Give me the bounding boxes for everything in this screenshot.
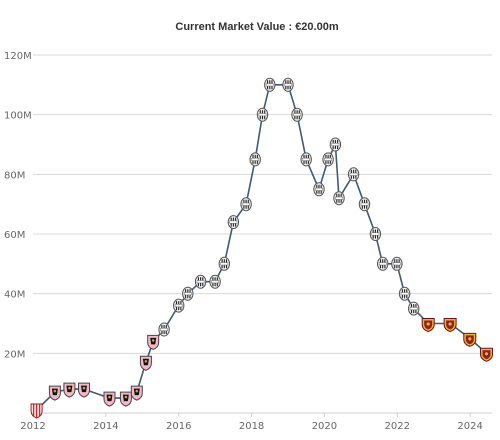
data-point[interactable]: [63, 382, 76, 398]
data-point[interactable]: [194, 274, 207, 289]
juventus-crest-icon: [322, 152, 334, 167]
data-point[interactable]: [300, 152, 312, 167]
data-point[interactable]: [30, 403, 43, 419]
juventus-crest-icon: [256, 107, 269, 122]
data-point[interactable]: [218, 256, 231, 271]
roma-crest-icon: [421, 318, 435, 333]
juventus-crest-icon: [209, 274, 221, 289]
juventus-crest-icon: [240, 197, 252, 212]
y-tick-label: 20M: [4, 349, 25, 360]
y-tick-label: 60M: [4, 230, 25, 241]
palermo-crest-icon: [78, 382, 90, 398]
juventus-crest-icon: [282, 77, 294, 92]
data-point[interactable]: [313, 182, 325, 197]
data-point[interactable]: [377, 256, 389, 271]
data-point[interactable]: [480, 347, 493, 362]
y-tick-label: 40M: [4, 290, 25, 301]
data-markers: [30, 77, 493, 419]
y-tick-label: 100M: [4, 111, 32, 122]
juventus-crest-icon: [182, 286, 194, 301]
juventus-crest-icon: [347, 167, 360, 182]
juventus-crest-icon: [333, 191, 345, 206]
palermo-crest-icon: [130, 385, 143, 401]
palermo-crest-icon: [147, 334, 160, 350]
data-point[interactable]: [264, 77, 276, 92]
juventus-crest-icon: [408, 301, 420, 316]
x-tick-label: 2022: [385, 421, 410, 432]
data-point[interactable]: [358, 197, 371, 212]
palermo-crest-icon: [48, 385, 61, 401]
data-point[interactable]: [78, 382, 90, 398]
data-point[interactable]: [249, 152, 261, 167]
juventus-crest-icon: [249, 152, 261, 167]
data-point[interactable]: [333, 191, 345, 206]
data-point[interactable]: [463, 332, 477, 347]
data-point[interactable]: [227, 215, 240, 230]
data-point[interactable]: [139, 355, 152, 371]
roma-crest-icon: [463, 332, 477, 347]
data-point[interactable]: [408, 301, 420, 316]
juventus-crest-icon: [218, 256, 231, 271]
palermo-crest-icon: [119, 391, 132, 407]
data-point[interactable]: [172, 298, 185, 313]
juventus-crest-icon: [313, 182, 325, 197]
x-tick-label: 2014: [93, 421, 118, 432]
vicenza-crest-icon: [30, 403, 43, 419]
juventus-crest-icon: [391, 256, 403, 271]
data-point[interactable]: [347, 167, 360, 182]
juventus-crest-icon: [291, 107, 303, 122]
axes: 20M 40M 60M 80M 100M 120M 2012 2014 2016 2018 2020…: [4, 51, 492, 432]
roma-crest-icon: [443, 318, 457, 333]
data-point[interactable]: [329, 137, 342, 152]
data-point[interactable]: [130, 385, 143, 401]
juventus-crest-icon: [300, 152, 312, 167]
juventus-crest-icon: [329, 137, 342, 152]
juventus-crest-icon: [264, 77, 276, 92]
data-point[interactable]: [158, 322, 170, 337]
roma-crest-icon: [480, 347, 493, 362]
juventus-crest-icon: [358, 197, 371, 212]
data-point[interactable]: [322, 152, 334, 167]
x-tick-label: 2018: [239, 421, 264, 432]
data-point[interactable]: [443, 318, 457, 333]
y-tick-label: 80M: [4, 170, 25, 181]
data-point[interactable]: [282, 77, 294, 92]
data-point[interactable]: [369, 227, 382, 241]
chart-title: Current Market Value : €20.00m: [175, 21, 338, 33]
x-tick-label: 2020: [312, 421, 337, 432]
data-point[interactable]: [391, 256, 403, 271]
juventus-crest-icon: [227, 215, 240, 230]
juventus-crest-icon: [377, 256, 389, 271]
data-point[interactable]: [256, 107, 269, 122]
y-tick-label: 120M: [4, 51, 32, 62]
data-point[interactable]: [182, 286, 194, 301]
data-point[interactable]: [48, 385, 61, 401]
juventus-crest-icon: [398, 286, 411, 301]
x-tick-label: 2016: [166, 421, 191, 432]
data-point[interactable]: [398, 286, 411, 301]
x-tick-label: 2012: [20, 421, 45, 432]
data-point[interactable]: [147, 334, 160, 350]
data-point[interactable]: [103, 391, 116, 407]
data-point[interactable]: [240, 197, 252, 212]
palermo-crest-icon: [103, 391, 116, 407]
x-tick-label: 2024: [457, 421, 482, 432]
data-point[interactable]: [119, 391, 132, 407]
juventus-crest-icon: [194, 274, 207, 289]
juventus-crest-icon: [172, 298, 185, 313]
data-point[interactable]: [209, 274, 221, 289]
palermo-crest-icon: [63, 382, 76, 398]
juventus-crest-icon: [369, 227, 382, 241]
juventus-crest-icon: [158, 322, 170, 337]
data-point[interactable]: [291, 107, 303, 122]
data-point[interactable]: [421, 318, 435, 333]
palermo-crest-icon: [139, 355, 152, 371]
